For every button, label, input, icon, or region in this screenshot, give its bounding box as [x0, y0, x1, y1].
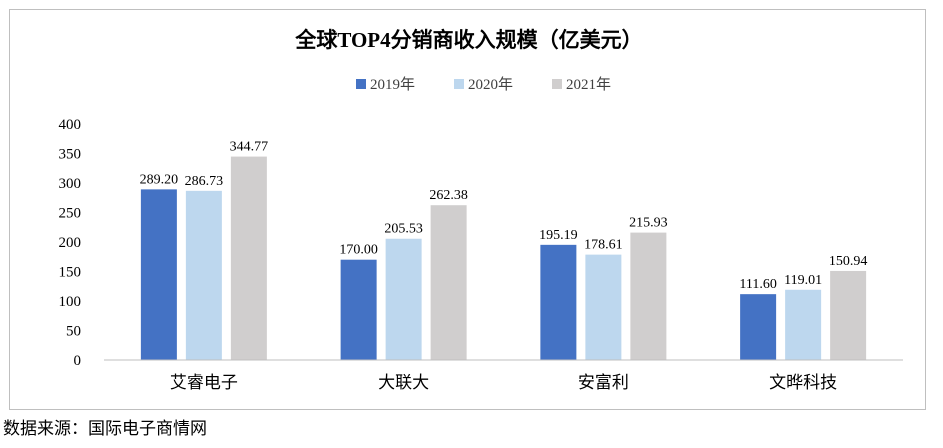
chart-title: 全球TOP4分销商收入规模（亿美元） [294, 28, 642, 52]
y-tick-label: 200 [59, 235, 82, 251]
y-tick-label: 300 [59, 176, 82, 192]
bar [385, 238, 422, 360]
bar [340, 259, 377, 360]
y-tick-label: 150 [59, 265, 82, 281]
bars: 289.20 286.73 344.77 170.00 205.53 262.38 195.… [140, 140, 868, 360]
legend-label: 2021年 [566, 76, 611, 93]
y-axis: 0 50 100 150 200 250 300 350 400 [59, 117, 82, 369]
legend: 2019年 2020年 2021年 [356, 76, 611, 93]
y-tick-label: 350 [59, 147, 82, 163]
y-tick-label: 100 [59, 294, 82, 310]
x-category-label: 安富利 [578, 373, 629, 392]
data-label: 289.20 [140, 172, 179, 187]
data-label: 215.93 [629, 216, 668, 231]
bar [785, 289, 822, 360]
legend-swatch [552, 79, 562, 89]
legend-swatch [356, 79, 366, 89]
source-note: 数据来源：国际电子商情网 [3, 419, 207, 438]
bar [585, 254, 622, 360]
data-label: 344.77 [230, 140, 269, 155]
data-label: 178.61 [584, 238, 623, 253]
legend-swatch [454, 79, 464, 89]
data-label: 262.38 [429, 188, 468, 203]
data-label: 195.19 [539, 228, 578, 243]
bar [540, 244, 577, 360]
y-tick-label: 50 [66, 324, 81, 340]
data-label: 150.94 [829, 254, 868, 269]
bar [430, 205, 467, 360]
y-tick-label: 400 [59, 117, 82, 133]
bar [230, 156, 267, 360]
bar [140, 189, 177, 360]
data-label: 119.01 [784, 273, 822, 288]
legend-label: 2019年 [370, 76, 415, 93]
x-category-label: 文晔科技 [769, 373, 837, 392]
data-label: 111.60 [739, 277, 776, 292]
legend-label: 2020年 [468, 76, 513, 93]
x-category-label: 艾睿电子 [170, 373, 238, 392]
bar [740, 294, 777, 360]
y-tick-label: 250 [59, 206, 82, 222]
bar [630, 232, 667, 360]
x-category-label: 大联大 [378, 373, 429, 392]
bar [830, 270, 867, 360]
y-tick-label: 0 [74, 353, 82, 369]
x-axis: 艾睿电子 大联大 安富利 文晔科技 [170, 373, 837, 392]
bar [185, 190, 222, 360]
data-label: 286.73 [185, 174, 224, 189]
data-label: 170.00 [339, 243, 378, 258]
data-label: 205.53 [384, 222, 423, 237]
